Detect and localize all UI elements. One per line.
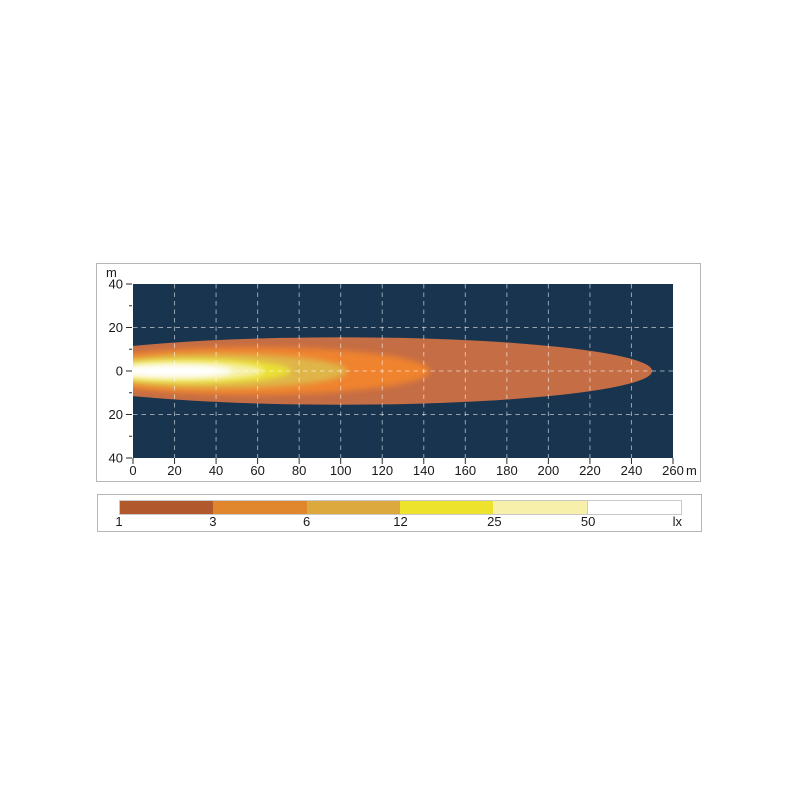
legend-segment-12 — [399, 501, 494, 514]
x-axis-tick-label: 180 — [496, 463, 518, 478]
x-axis-tick-label: 260 — [662, 463, 684, 478]
beam-pattern-chart: m 40 20 0 20 40 0 20 40 60 80 100 120 140 160 180 200 22… — [96, 263, 701, 482]
legend-segment-6 — [306, 501, 400, 514]
x-axis-tick-label: 200 — [538, 463, 560, 478]
x-axis-tick-label: 240 — [621, 463, 643, 478]
y-axis-tick-label: 40 — [109, 277, 123, 292]
legend-label-25: 25 — [487, 514, 502, 529]
y-axis-tick-label: 20 — [109, 320, 123, 335]
legend-label-3: 3 — [209, 514, 217, 529]
legend-label-12: 12 — [393, 514, 408, 529]
x-axis-tick-label: 20 — [167, 463, 181, 478]
x-axis-tick-label: 80 — [292, 463, 306, 478]
x-axis-unit-label: m — [686, 463, 697, 478]
y-axis-tick-label: 0 — [116, 364, 123, 379]
legend-label-1: 1 — [115, 514, 123, 529]
x-axis-tick-label: 40 — [209, 463, 223, 478]
x-axis-tick-label: 120 — [371, 463, 393, 478]
legend-label-6: 6 — [303, 514, 311, 529]
x-axis-tick-label: 60 — [250, 463, 264, 478]
lux-legend: 1 3 6 12 25 50 lx — [97, 494, 702, 532]
y-axis-tick-label: 20 — [109, 407, 123, 422]
x-axis-tick-label: 100 — [330, 463, 352, 478]
beam-contour-50lx — [133, 364, 233, 378]
y-axis-tick-label: 40 — [109, 451, 123, 466]
x-axis-tick-label: 160 — [454, 463, 476, 478]
legend-segment-1 — [120, 501, 214, 514]
legend-segment-25 — [493, 501, 587, 514]
x-axis-tick-label: 140 — [413, 463, 435, 478]
x-axis-tick-label: 220 — [579, 463, 601, 478]
y-axis-unit-label: m — [106, 265, 117, 280]
legend-segment-3 — [213, 501, 307, 514]
x-axis-tick-label: 0 — [129, 463, 136, 478]
legend-unit-label: lx — [672, 514, 682, 529]
legend-color-bar — [119, 500, 682, 515]
legend-label-50: 50 — [580, 514, 596, 529]
legend-segment-50 — [586, 501, 681, 514]
